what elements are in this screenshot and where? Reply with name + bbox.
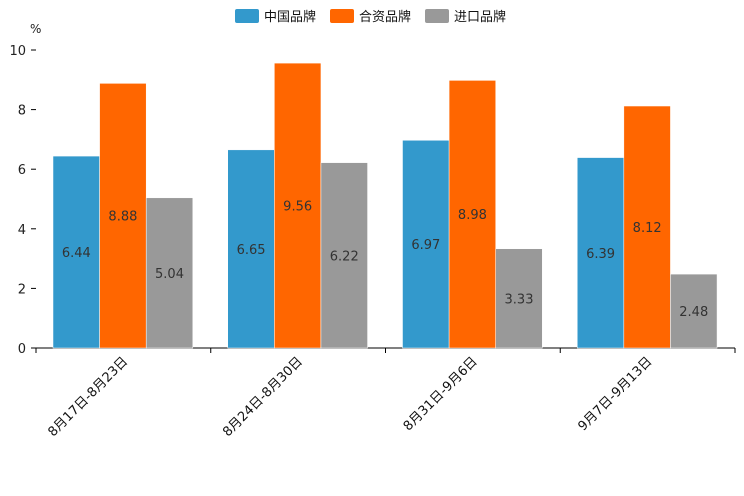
- y-tick-label-3: 6: [18, 163, 26, 178]
- y-tick-label-4: 8: [18, 104, 26, 119]
- x-tick-label-3: 8月31日-9月6日: [401, 354, 481, 434]
- bars: [52, 62, 718, 349]
- bar-1-3: [402, 140, 450, 349]
- legend-label-1: 中国品牌: [264, 9, 316, 25]
- legend-label-2: 合资品牌: [359, 9, 411, 25]
- bar-3-2: [320, 162, 368, 349]
- bar-label-3-2: 6.22: [330, 249, 359, 264]
- x-tick-label-4: 9月7日-9月13日: [576, 354, 656, 434]
- legend-label-3: 进口品牌: [454, 9, 506, 25]
- x-tick-label-2: 8月24日-8月30日: [220, 354, 306, 440]
- bar-1-2: [227, 149, 275, 349]
- y-tick-label-2: 4: [18, 223, 26, 238]
- bar-2-1: [99, 83, 147, 349]
- legend-swatch-3: [425, 9, 449, 23]
- legend-swatch-1: [235, 9, 259, 23]
- bar-label-3-3: 3.33: [505, 292, 534, 307]
- bar-label-2-2: 9.56: [283, 200, 312, 215]
- bar-1-4: [577, 157, 625, 349]
- bar-3-4: [670, 273, 718, 349]
- bar-label-2-3: 8.98: [458, 208, 487, 223]
- x-axis: 8月17日-8月23日 8月24日-8月30日 8月31日-9月6日 9月7日-9月1…: [35, 347, 736, 440]
- bar-1-1: [52, 155, 100, 349]
- bar-3-1: [145, 197, 194, 349]
- y-tick-label-5: 10: [9, 44, 26, 59]
- legend: 中国品牌 合资品牌 进口品牌: [235, 9, 506, 25]
- bar-2-3: [448, 80, 496, 349]
- y-tick-label-0: 0: [18, 342, 26, 357]
- x-tick-label-1: 8月17日-8月23日: [45, 354, 131, 440]
- bar-label-3-4: 2.48: [679, 305, 708, 320]
- bar-label-1-2: 6.65: [237, 243, 266, 258]
- bar-2-2: [274, 62, 322, 349]
- bar-2-4: [623, 105, 671, 349]
- bar-label-1-4: 6.39: [586, 247, 615, 262]
- y-tick-label-1: 2: [18, 282, 26, 297]
- data-labels: 6.44 8.88 5.04 6.65 9.56 6.22 6.97 8.98 3.33 6.39…: [62, 200, 708, 320]
- bar-label-1-3: 6.97: [411, 238, 440, 253]
- bar-label-2-1: 8.88: [108, 210, 137, 225]
- bar-3-3: [495, 248, 543, 349]
- bar-label-2-4: 8.12: [633, 221, 662, 236]
- bar-label-1-1: 6.44: [62, 246, 91, 261]
- legend-swatch-2: [330, 9, 354, 23]
- y-axis: 0 2 4 6 8 10: [9, 44, 36, 357]
- bar-label-3-1: 5.04: [155, 267, 184, 282]
- y-axis-label: %: [30, 22, 41, 36]
